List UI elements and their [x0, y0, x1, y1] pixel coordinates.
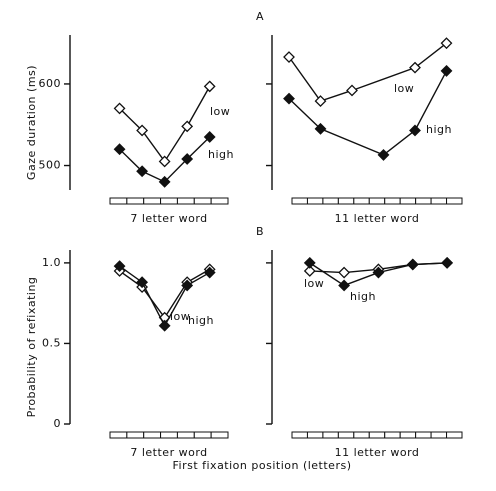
letter-box: [446, 197, 463, 205]
x-axis-label: 7 letter word: [130, 212, 207, 225]
diamond-marker: [203, 266, 216, 279]
letter-box: [399, 197, 417, 205]
diamond-marker: [158, 155, 171, 168]
letter-box: [143, 197, 162, 205]
letter-box: [415, 431, 432, 439]
letter-box: [210, 431, 229, 439]
diamond-marker: [181, 120, 194, 133]
diamond-marker: [314, 95, 327, 107]
letter-box: [353, 197, 370, 205]
series-annotation: low: [210, 105, 230, 118]
series-annotation: low: [304, 277, 324, 290]
letter-box: [160, 431, 178, 439]
letter-box: [193, 431, 212, 439]
diamond-marker: [136, 124, 149, 137]
diamond-marker: [372, 266, 385, 279]
y-tick-label: 0: [54, 417, 62, 430]
letter-box: [210, 197, 229, 205]
letter-box: [368, 197, 386, 205]
letter-box: [322, 431, 339, 439]
diamond-marker: [158, 319, 171, 332]
diamond-marker: [338, 279, 351, 292]
series-annotation: high: [426, 123, 452, 136]
diamond-marker: [136, 165, 149, 178]
y-axis-label: Probability of refixating: [25, 277, 38, 418]
letter-box: [126, 431, 145, 439]
y-tick-label: 500: [39, 159, 62, 172]
diamond-marker: [283, 51, 295, 63]
letter-box: [322, 197, 339, 205]
x-axis-label: 11 letter word: [335, 446, 420, 459]
letter-box: [160, 197, 178, 205]
panel-label: B: [256, 225, 264, 238]
diamond-marker: [409, 124, 421, 137]
diamond-marker: [113, 143, 126, 156]
diamond-marker: [314, 122, 327, 135]
diamond-marker: [440, 64, 453, 77]
letter-box: [415, 197, 432, 205]
diamond-marker: [203, 80, 216, 93]
diamond-marker: [136, 276, 149, 289]
letter-box: [353, 431, 370, 439]
letter-box: [337, 197, 355, 205]
letter-box: [143, 431, 162, 439]
diamond-marker: [181, 153, 194, 165]
diamond-marker: [441, 256, 454, 269]
series-annotation: high: [350, 290, 376, 303]
diamond-marker: [303, 265, 316, 277]
letter-box: [109, 431, 128, 439]
y-tick-label: 600: [39, 77, 62, 90]
series-annotation: low: [170, 310, 190, 323]
diamond-marker: [283, 92, 295, 105]
diamond-marker: [346, 84, 358, 97]
letter-box: [384, 197, 401, 205]
diamond-marker: [440, 37, 453, 50]
letter-box: [446, 431, 463, 439]
letter-box: [430, 431, 448, 439]
diamond-marker: [406, 258, 419, 271]
letter-box: [306, 431, 324, 439]
letter-box: [384, 431, 401, 439]
y-tick-label: 1.0: [42, 256, 61, 269]
series-annotation: low: [394, 82, 414, 95]
y-tick-label: 0.5: [42, 336, 61, 349]
series-line: [288, 70, 448, 156]
diamond-marker: [113, 102, 126, 115]
panel-label: A: [256, 10, 264, 23]
y-axis-label: Gaze duration (ms): [25, 65, 38, 180]
letter-box: [126, 197, 145, 205]
letter-box: [430, 197, 448, 205]
diamond-marker: [113, 260, 126, 273]
x-axis-label: 11 letter word: [335, 212, 420, 225]
diamond-marker: [303, 256, 316, 269]
letter-box: [109, 197, 128, 205]
diamond-marker: [338, 266, 351, 279]
diamond-marker: [409, 61, 421, 74]
letter-box: [193, 197, 212, 205]
series-line: [288, 42, 447, 102]
diamond-marker: [377, 149, 390, 161]
letter-box: [176, 431, 195, 439]
x-axis-label: 7 letter word: [130, 446, 207, 459]
series-annotation: high: [188, 314, 214, 327]
series-annotation: high: [208, 148, 234, 161]
letter-box: [291, 197, 308, 205]
letter-box: [368, 431, 386, 439]
letter-box: [337, 431, 355, 439]
diamond-marker: [203, 131, 216, 143]
letter-box: [291, 431, 308, 439]
letter-box: [306, 197, 324, 205]
letter-box: [399, 431, 417, 439]
diamond-marker: [158, 175, 171, 188]
letter-box: [176, 197, 195, 205]
x-axis-label: First fixation position (letters): [172, 459, 351, 472]
diamond-marker: [181, 279, 194, 292]
